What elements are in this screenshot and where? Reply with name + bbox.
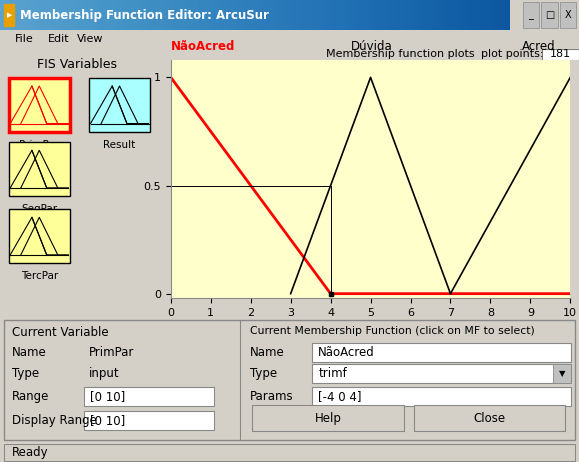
- Text: PrimPar: PrimPar: [89, 346, 134, 359]
- Bar: [312, 364, 571, 383]
- Bar: [413, 406, 565, 431]
- Text: Current Variable: Current Variable: [12, 327, 109, 340]
- Text: Result: Result: [104, 140, 135, 150]
- Text: [-4 0 4]: [-4 0 4]: [318, 390, 362, 403]
- Text: plot points:: plot points:: [481, 49, 544, 59]
- Bar: [543, 49, 579, 60]
- Text: Range: Range: [12, 390, 49, 403]
- Text: Close: Close: [473, 412, 505, 425]
- Text: Name: Name: [12, 346, 47, 359]
- Bar: [252, 406, 404, 431]
- Text: trimf: trimf: [318, 367, 347, 380]
- Bar: [9, 142, 70, 196]
- Text: [0 10]: [0 10]: [90, 390, 125, 403]
- Text: Dúvida: Dúvida: [350, 40, 393, 53]
- Text: Edit: Edit: [47, 34, 69, 44]
- Text: FIS Variables: FIS Variables: [37, 58, 117, 71]
- Text: File: File: [14, 34, 33, 44]
- Text: NãoAcred: NãoAcred: [171, 40, 235, 53]
- Text: TercPar: TercPar: [21, 271, 58, 281]
- Bar: [9, 78, 70, 132]
- Text: Acred: Acred: [522, 40, 556, 53]
- Bar: [312, 342, 571, 362]
- Text: Help: Help: [314, 412, 342, 425]
- Bar: [312, 387, 571, 406]
- Bar: [523, 2, 539, 28]
- Bar: [560, 2, 576, 28]
- Text: Membership Function Editor: ArcuSur: Membership Function Editor: ArcuSur: [20, 8, 269, 22]
- Text: Current Membership Function (click on MF to select): Current Membership Function (click on MF…: [250, 327, 535, 336]
- Text: Type: Type: [12, 367, 39, 380]
- Text: NãoAcred: NãoAcred: [318, 346, 375, 359]
- Text: [0 10]: [0 10]: [90, 414, 125, 427]
- Text: Name: Name: [250, 346, 285, 359]
- Bar: [84, 387, 214, 406]
- Text: Membership function plots: Membership function plots: [326, 49, 475, 59]
- Text: Ready: Ready: [12, 446, 48, 459]
- Text: Type: Type: [250, 367, 277, 380]
- Text: ▼: ▼: [559, 369, 565, 378]
- Text: 181: 181: [550, 49, 571, 59]
- Text: View: View: [77, 34, 104, 44]
- Text: ▶: ▶: [6, 12, 12, 18]
- Bar: [9, 209, 70, 263]
- Bar: [541, 2, 558, 28]
- Text: Params: Params: [250, 390, 294, 403]
- Bar: [89, 78, 151, 132]
- Text: _: _: [529, 10, 533, 20]
- Text: input: input: [89, 367, 120, 380]
- X-axis label: input variable "PrimPar": input variable "PrimPar": [303, 323, 438, 333]
- Text: □: □: [545, 10, 554, 20]
- Text: PrimPar: PrimPar: [19, 140, 60, 150]
- Text: Display Range: Display Range: [12, 414, 97, 427]
- Text: X: X: [565, 10, 571, 20]
- Bar: [553, 364, 571, 383]
- Bar: [4, 4, 14, 26]
- Bar: [84, 411, 214, 430]
- Text: SegPar: SegPar: [21, 204, 57, 214]
